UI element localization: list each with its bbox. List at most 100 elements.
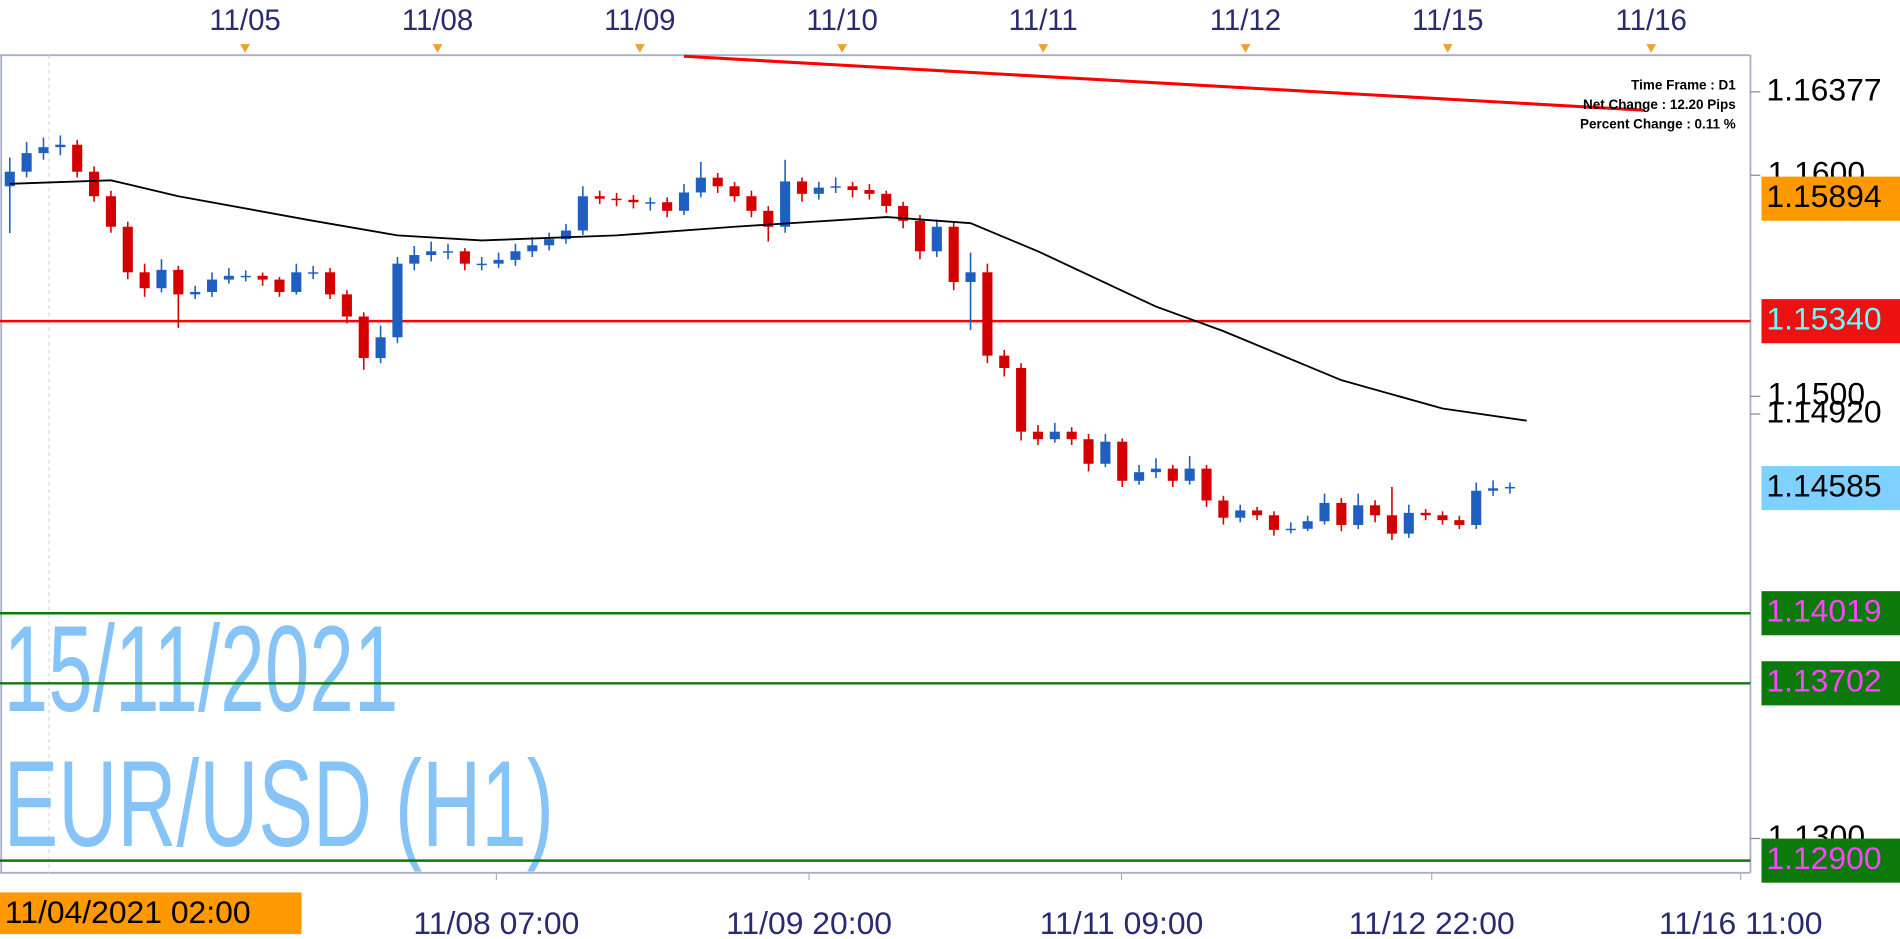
candle-body (1437, 515, 1448, 521)
candle-body (1049, 431, 1060, 440)
candle-body (931, 226, 942, 252)
x-tick-label: 11/12 22:00 (1349, 905, 1515, 939)
candle-body (206, 279, 218, 292)
price-label: 1.15340 (1766, 301, 1881, 337)
top-tick-mark (1038, 44, 1049, 53)
candle-body (1235, 510, 1246, 518)
candle-body (1504, 486, 1515, 489)
candle-body (1336, 502, 1347, 526)
candle-body (257, 275, 268, 280)
candle-body (1083, 439, 1094, 464)
candle-body (173, 269, 184, 295)
top-tick-label: 11/11 (1009, 4, 1078, 37)
price-label: 1.14585 (1766, 468, 1881, 504)
candle-body (409, 255, 420, 264)
candle-body (426, 251, 437, 256)
top-tick-mark (1646, 44, 1657, 53)
price-label-bg (1761, 661, 1900, 706)
candle-body (898, 205, 909, 221)
candle-body (1454, 520, 1465, 526)
candle-body (1386, 515, 1397, 534)
candle-body (1218, 500, 1229, 518)
top-tick-label: 11/05 (209, 4, 280, 37)
candle-body (982, 272, 993, 356)
top-tick-label: 11/10 (806, 4, 877, 37)
candle-body (1353, 505, 1364, 526)
price-label-bg (1761, 466, 1900, 511)
candle-body (72, 144, 83, 172)
x-tick-label: 11/08 07:00 (413, 905, 579, 939)
candle-body (1268, 515, 1280, 530)
price-label: 1.16377 (1766, 71, 1881, 107)
candle-body (1201, 468, 1212, 501)
candle-body (999, 355, 1010, 369)
candle-body (527, 245, 538, 252)
candle-body (864, 190, 875, 194)
candle-body (459, 251, 470, 264)
candle-body (190, 291, 201, 295)
candle-body (392, 263, 403, 338)
candle-body (813, 187, 824, 194)
candle-body (1032, 431, 1044, 440)
candle-body (308, 272, 319, 274)
candle-body (914, 220, 926, 252)
top-tick-label: 11/08 (402, 4, 473, 37)
candle-body (611, 198, 622, 201)
x-tick-label: 11/09 20:00 (726, 905, 892, 939)
moving-average (9, 179, 1527, 422)
candle-body (1285, 528, 1296, 531)
info-text: Net Change : 12.20 Pips (1583, 97, 1736, 112)
x-tick-label: 11/11 09:00 (1040, 905, 1204, 939)
candle-body (1370, 505, 1381, 516)
candle-body (1471, 490, 1482, 526)
candle-body (1302, 521, 1313, 529)
candle-body (712, 177, 723, 187)
candle-body (1488, 488, 1499, 491)
candle-body (662, 202, 673, 211)
candle-body (1184, 468, 1195, 481)
candle-body (4, 171, 15, 187)
candle-body (324, 272, 336, 295)
plot-layer (0, 54, 1751, 862)
info-text: Percent Change : 0.11 % (1580, 117, 1736, 132)
candle-body (678, 192, 690, 211)
candle-body (544, 239, 555, 246)
candle-body (240, 275, 251, 278)
watermark-date: 15/11/2021 (4, 600, 399, 737)
top-tick-mark (1240, 44, 1251, 53)
candle-body (223, 275, 234, 280)
candle-body (1016, 368, 1027, 432)
candle-body (729, 186, 740, 197)
candle-body (560, 230, 572, 240)
candle-body (358, 316, 369, 359)
price-label-bg (1761, 591, 1900, 636)
cursor-label-text: 11/04/2021 02:00 (5, 894, 251, 930)
candle-body (122, 226, 133, 273)
watermark-symbol: EUR/USD (H1) (4, 735, 554, 872)
candle-body (628, 199, 639, 203)
candle-body (442, 251, 454, 253)
candle-body (1167, 468, 1178, 481)
cursor-label-bg (0, 892, 302, 935)
price-label: 1.15894 (1766, 178, 1881, 214)
candle-body (493, 259, 504, 264)
candle-body (21, 153, 32, 172)
candle-body (1403, 512, 1414, 534)
candle-body (291, 272, 302, 292)
candle-body (139, 272, 150, 289)
price-label-bg (1761, 176, 1900, 221)
price-label-bg (1761, 299, 1900, 344)
candle-body (510, 251, 521, 260)
candle-body (375, 337, 386, 359)
top-tick-mark (432, 44, 443, 53)
watermark-layer: 15/11/2021 EUR/USD (H1) (4, 600, 554, 872)
candle-body (1100, 441, 1111, 464)
candle-body (1150, 468, 1162, 473)
candle-body (763, 210, 774, 227)
top-tick-mark (634, 44, 645, 53)
candle-body (55, 144, 66, 148)
top-tick-mark (837, 44, 848, 53)
